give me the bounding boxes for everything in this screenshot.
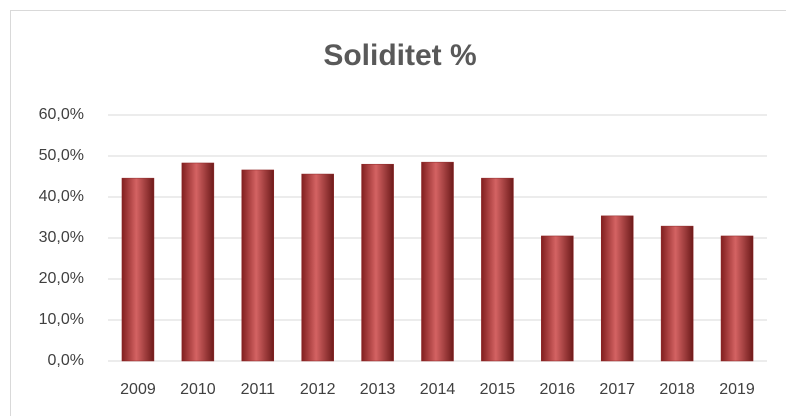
bar (720, 235, 754, 362)
bar (361, 163, 394, 362)
x-tick-label: 2011 (241, 381, 276, 398)
x-tick-label: 2018 (659, 381, 695, 398)
x-tick-label: 2013 (360, 381, 396, 398)
y-tick-label: 20,0% (39, 270, 84, 287)
y-tick-label: 10,0% (39, 311, 84, 328)
bar (660, 225, 694, 362)
x-tick-label: 2017 (599, 381, 635, 398)
x-tick-label: 2014 (420, 381, 456, 398)
x-tick-label: 2019 (719, 381, 755, 398)
y-tick-label: 50,0% (39, 147, 84, 164)
bar (121, 177, 155, 362)
x-tick-label: 2009 (120, 381, 156, 398)
y-tick-label: 0,0% (48, 352, 84, 369)
x-tick-label: 2015 (480, 381, 516, 398)
bar (541, 235, 574, 362)
x-tick-label: 2010 (180, 381, 216, 398)
bar (421, 161, 454, 362)
y-tick-label: 40,0% (39, 188, 84, 205)
bar (181, 162, 215, 362)
x-tick-label: 2016 (540, 381, 576, 398)
bar (600, 215, 634, 362)
chart-title: Soliditet % (323, 39, 476, 72)
bar (301, 173, 334, 362)
bar (481, 177, 514, 362)
bar (241, 169, 275, 362)
y-tick-label: 60,0% (39, 106, 84, 123)
y-tick-label: 30,0% (39, 229, 84, 246)
x-tick-label: 2012 (300, 381, 336, 398)
